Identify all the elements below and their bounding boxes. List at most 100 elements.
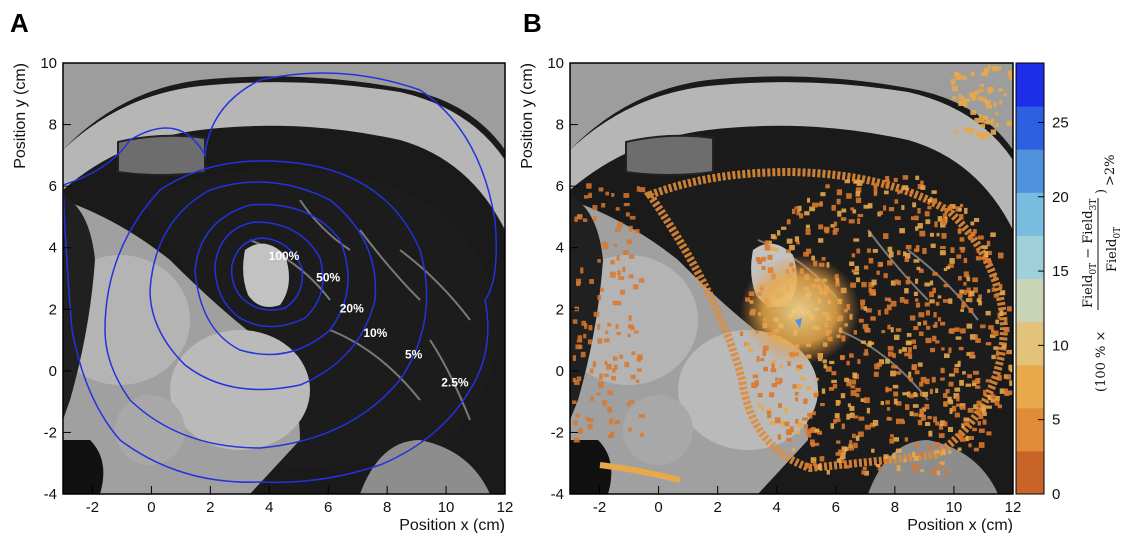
isodose-contour-20 xyxy=(194,203,349,356)
x-tick-label: 4 xyxy=(265,499,273,516)
x-tick-label: 12 xyxy=(497,499,514,516)
y-tick-label: 6 xyxy=(49,178,57,195)
colorbar-swatch xyxy=(1016,249,1044,265)
isodose-label: 100% xyxy=(269,249,300,263)
isodose-label: 2.5% xyxy=(441,375,469,389)
colorbar-swatch xyxy=(1016,465,1044,481)
isodose-contour-100 xyxy=(230,237,304,311)
colorbar-swatch xyxy=(1016,235,1044,251)
x-tick-label: 12 xyxy=(1005,499,1022,516)
difference-overlay xyxy=(572,65,1013,483)
cb-outer-sub: >2% xyxy=(1103,154,1118,186)
colorbar-swatch xyxy=(1016,479,1044,495)
colorbar-swatch xyxy=(1016,134,1044,150)
y-tick-label: 6 xyxy=(556,178,564,195)
x-tick-label: 0 xyxy=(147,499,155,516)
x-tick-label: 6 xyxy=(832,499,840,516)
colorbar-swatch xyxy=(1016,379,1044,394)
colorbar-swatch xyxy=(1016,120,1044,136)
colorbar-title: (100 % × Field0T − Field3T Field0T ) >2% xyxy=(1081,154,1123,392)
y-tick-label: 8 xyxy=(556,117,564,134)
colorbar-swatch xyxy=(1016,422,1044,438)
cb-title-prefix: (100 % × xyxy=(1094,331,1109,392)
colorbar-tick-label: 0 xyxy=(1052,486,1060,503)
colorbar-swatch xyxy=(1016,450,1044,466)
colorbar-swatch xyxy=(1016,149,1044,165)
panel-a-plot: 100%50%20%10%5%2.5% -2 0 2 4 6 8 10 12-4-202468… xyxy=(12,55,513,533)
colorbar-swatch xyxy=(1016,407,1044,423)
cb-numerator: Field0T − Field3T xyxy=(1081,199,1099,308)
isodose-contour-5 xyxy=(104,160,428,449)
y-tick-label: 8 xyxy=(49,117,57,134)
x-tick-label: 6 xyxy=(324,499,332,516)
y-tick-label: 10 xyxy=(547,55,564,72)
colorbar-swatch xyxy=(1016,264,1044,279)
y-axis-label: Position y (cm) xyxy=(519,63,536,169)
colorbar-swatch xyxy=(1016,77,1044,93)
colorbar-swatch xyxy=(1016,307,1044,323)
panel-b-letter: B xyxy=(523,8,542,38)
y-tick-label: -2 xyxy=(44,424,57,441)
isodose-label: 5% xyxy=(405,348,423,362)
colorbar-tick-label: 5 xyxy=(1052,412,1060,429)
isodose-label: 50% xyxy=(316,271,340,285)
colorbar-tick-label: 20 xyxy=(1052,189,1069,206)
y-tick-label: 0 xyxy=(556,363,564,380)
colorbar-swatch xyxy=(1016,91,1044,107)
colorbar-tick-label: 10 xyxy=(1052,337,1069,354)
panel-a-ct-image xyxy=(63,63,505,494)
y-tick-label: -4 xyxy=(44,486,57,503)
colorbar-swatch xyxy=(1016,192,1044,208)
y-tick-label: 2 xyxy=(556,301,564,318)
x-axis-label: Position x (cm) xyxy=(399,517,505,533)
colorbar-swatch xyxy=(1016,335,1044,351)
isodose-contour-50 xyxy=(214,221,324,328)
x-tick-label: 8 xyxy=(383,499,391,516)
colorbar-swatch xyxy=(1016,206,1044,222)
x-tick-label: 0 xyxy=(654,499,662,516)
y-tick-label: 4 xyxy=(556,240,564,257)
isodose-contour-10 xyxy=(149,181,377,391)
y-tick-label: -2 xyxy=(551,424,564,441)
isodose-label: 20% xyxy=(340,301,364,315)
colorbar-tick-label: 25 xyxy=(1052,114,1069,131)
x-tick-label: 10 xyxy=(438,499,455,516)
colorbar-swatch xyxy=(1016,163,1044,179)
x-tick-label: 2 xyxy=(713,499,721,516)
x-axis-label: Position x (cm) xyxy=(907,517,1013,533)
isodose-contour-2-5 xyxy=(63,72,497,484)
colorbar-swatch xyxy=(1016,177,1044,193)
x-tick-label: 8 xyxy=(891,499,899,516)
y-tick-label: 4 xyxy=(49,240,57,257)
panel-a-letter: A xyxy=(10,8,29,38)
y-tick-label: -4 xyxy=(551,486,564,503)
cb-title-suffix: ) xyxy=(1094,189,1109,194)
isodose-labels: 100% 50% 20% 10% 5% 2.5% xyxy=(269,249,469,389)
colorbar: 0 5 10 15 20 25 xyxy=(1015,62,1069,503)
x-tick-label: 4 xyxy=(773,499,781,516)
colorbar-swatch xyxy=(1016,278,1044,294)
y-axis-label: Position y (cm) xyxy=(12,63,29,169)
y-tick-label: 2 xyxy=(49,301,57,318)
y-tick-label: 0 xyxy=(49,363,57,380)
x-tick-label: -2 xyxy=(593,499,606,516)
x-tick-label: -2 xyxy=(86,499,99,516)
colorbar-swatch xyxy=(1016,436,1044,452)
y-tick-label: 10 xyxy=(40,55,57,72)
isodose-contours xyxy=(63,72,497,484)
colorbar-swatch xyxy=(1016,221,1044,236)
colorbar-swatch xyxy=(1016,393,1044,409)
cb-denominator: Field0T xyxy=(1105,227,1123,272)
colorbar-swatch xyxy=(1016,63,1044,78)
isodose-label: 10% xyxy=(363,326,387,340)
x-tick-label: 10 xyxy=(946,499,963,516)
colorbar-swatch xyxy=(1016,106,1044,121)
colorbar-swatch xyxy=(1016,292,1044,308)
colorbar-swatch xyxy=(1016,350,1044,366)
colorbar-swatch xyxy=(1016,321,1044,337)
colorbar-swatch xyxy=(1016,364,1044,380)
